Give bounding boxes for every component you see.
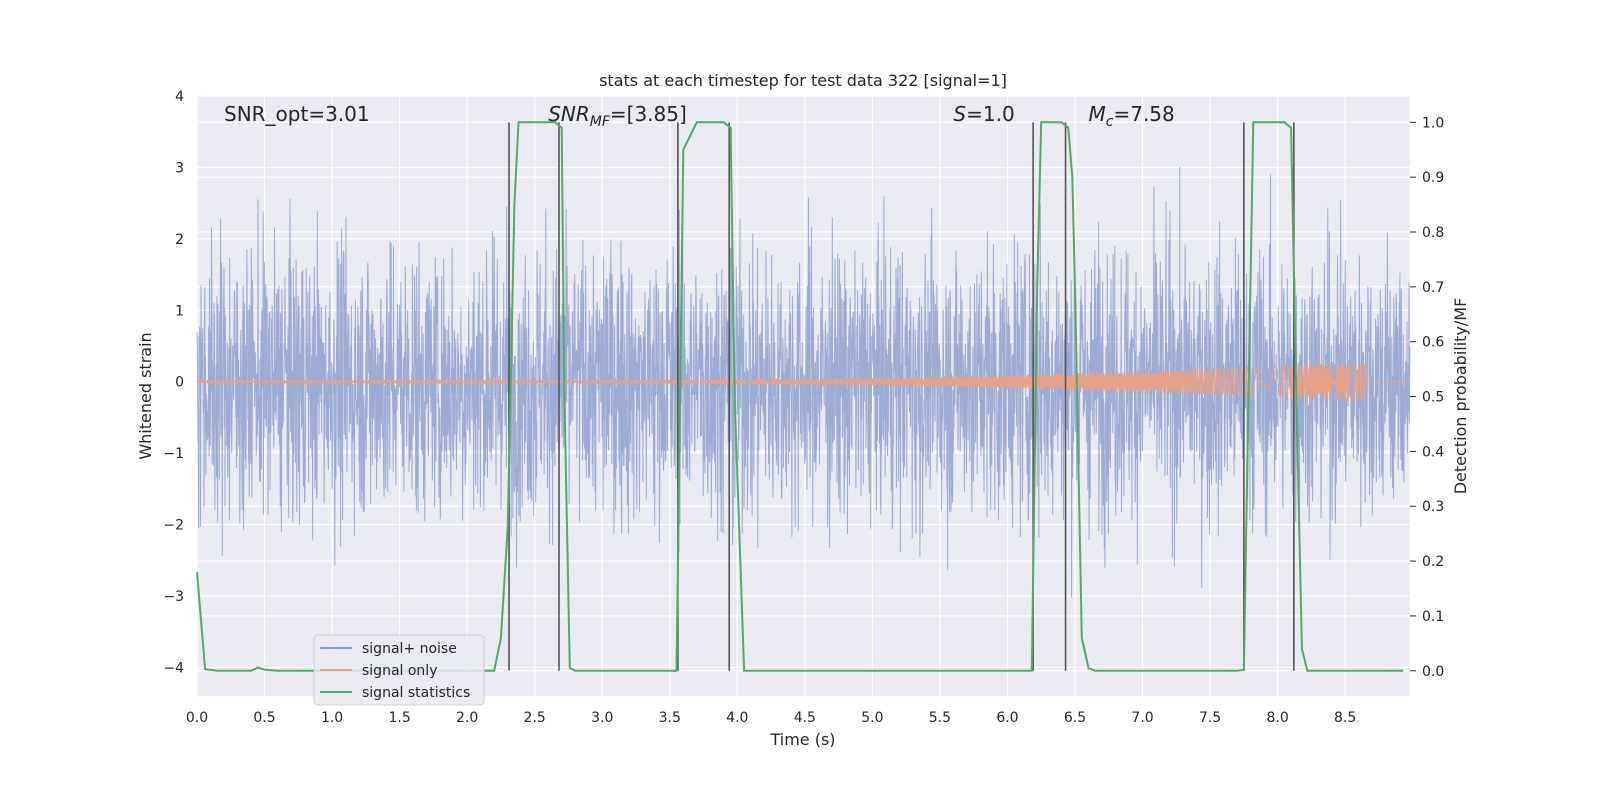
annotations: SNR_opt=3.01 SNRMF=[3.85] S=1.0 Mc=7.58	[224, 102, 1175, 130]
y-left-tick-label-3: 1	[175, 303, 184, 319]
y-right-tick-label-1: 0.9	[1422, 170, 1444, 186]
x-tick-label-13: 6.5	[1064, 710, 1086, 726]
y-right-tick-label-0: 1.0	[1422, 115, 1444, 131]
x-tick-label-10: 5.0	[861, 710, 883, 726]
legend-label-signal-statistics: signal statistics	[362, 685, 470, 701]
x-tick-label-12: 6.0	[996, 710, 1018, 726]
legend-label-signal-noise: signal+ noise	[362, 641, 457, 657]
y-right-tick-label-2: 0.8	[1422, 225, 1444, 241]
x-tick-label-1: 0.5	[253, 710, 275, 726]
x-tick-label-8: 4.0	[726, 710, 748, 726]
x-tick-label-0: 0.0	[186, 710, 208, 726]
y-left-tick-label-2: 2	[175, 232, 184, 248]
y-right-tick-label-10: 0.0	[1422, 664, 1444, 680]
x-tick-label-15: 7.5	[1199, 710, 1221, 726]
x-tick-label-9: 4.5	[794, 710, 816, 726]
x-tick-label-16: 8.0	[1266, 710, 1288, 726]
y-right-tick-label-5: 0.5	[1422, 390, 1444, 406]
x-tick-label-4: 2.0	[456, 710, 478, 726]
x-tick-label-5: 2.5	[524, 710, 546, 726]
x-tick-label-6: 3.0	[591, 710, 613, 726]
legend: signal+ noise signal only signal statist…	[313, 634, 485, 706]
chirp-line	[196, 362, 1366, 403]
annotation-3: Mc=7.58	[1089, 102, 1175, 130]
y-axis-left-ticks: 4 3 2 1 0 −1 −2 −3 −4	[163, 89, 184, 676]
y-left-tick-label-5: −1	[163, 446, 184, 462]
y-axis-right-ticks: 1.0 0.9 0.8 0.7 0.6 0.5 0.4 0.3 0.2 0.1 0.0	[1410, 115, 1444, 680]
annotation-1: SNRMF=[3.85]	[548, 102, 687, 130]
y-left-tick-label-6: −2	[163, 518, 184, 534]
annotation-2: S=1.0	[953, 102, 1014, 126]
y-right-tick-label-9: 0.1	[1422, 609, 1444, 625]
y-right-tick-label-7: 0.3	[1422, 499, 1444, 515]
y-axis-left-label: Whitened strain	[136, 332, 155, 459]
x-tick-label-17: 8.5	[1334, 710, 1356, 726]
y-right-tick-label-3: 0.7	[1422, 280, 1444, 296]
chart-title: stats at each timestep for test data 322…	[599, 71, 1007, 90]
x-tick-label-7: 3.5	[659, 710, 681, 726]
y-axis-right-label: Detection probability/MF	[1451, 298, 1470, 495]
y-left-tick-label-1: 3	[175, 160, 184, 176]
x-tick-label-14: 7.0	[1131, 710, 1153, 726]
x-tick-label-2: 1.0	[321, 710, 343, 726]
y-left-tick-label-7: −3	[163, 589, 184, 605]
y-right-tick-label-8: 0.2	[1422, 554, 1444, 570]
x-tick-label-11: 5.5	[929, 710, 951, 726]
x-axis-ticks: 0.0 0.5 1.0 1.5 2.0 2.5 3.0 3.5 4.0 4.5 5.0 5.5 6.0 6…	[186, 710, 1356, 726]
annotation-0: SNR_opt=3.01	[224, 102, 370, 126]
y-left-tick-label-0: 4	[175, 89, 184, 105]
y-right-tick-label-6: 0.4	[1422, 444, 1444, 460]
y-right-tick-label-4: 0.6	[1422, 335, 1444, 351]
series-signal-only	[196, 362, 1410, 403]
plot-area: SNR_opt=3.01 SNRMF=[3.85] S=1.0 Mc=7.58	[196, 95, 1411, 696]
legend-label-signal-only: signal only	[362, 663, 437, 679]
x-axis-label: Time (s)	[769, 730, 835, 749]
y-left-tick-label-8: −4	[163, 660, 184, 676]
y-left-tick-label-4: 0	[175, 375, 184, 391]
x-tick-label-3: 1.5	[388, 710, 410, 726]
legend-box	[313, 634, 485, 706]
